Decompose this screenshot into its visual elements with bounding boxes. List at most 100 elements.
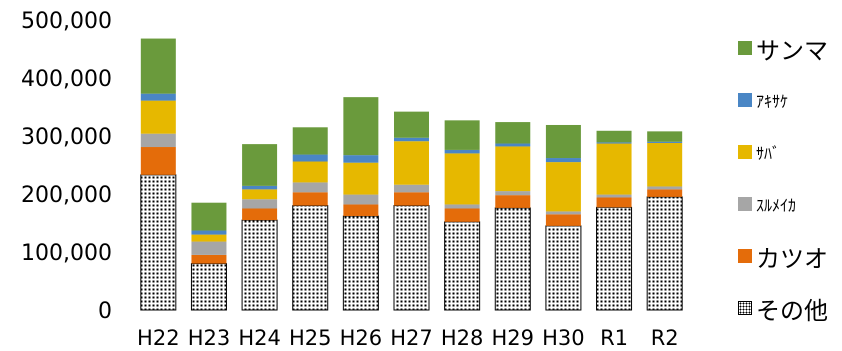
bar-segment [444, 204, 480, 209]
legend-label: サンマ [756, 36, 828, 65]
x-tick-label: R1 [600, 326, 628, 350]
bar-segment [444, 221, 481, 311]
bar-segment [394, 141, 429, 185]
bar-segment [596, 194, 632, 198]
bar-segment [190, 263, 227, 311]
bar-segment [242, 199, 278, 209]
bar-segment [292, 161, 328, 183]
bar-segment [596, 143, 632, 195]
bar-segment [444, 153, 480, 205]
bar-segment [495, 146, 531, 192]
bar-segment [394, 137, 429, 142]
bar-segment [545, 225, 582, 311]
bar-segment [444, 120, 480, 150]
legend-item: サンマ [738, 22, 828, 74]
bar-segment [343, 204, 379, 217]
bar-segment [242, 144, 278, 186]
bar-segment [494, 207, 531, 311]
bar-segment [545, 124, 581, 159]
legend-label: その他 [756, 296, 828, 325]
bar-segment [241, 219, 278, 311]
bar-segment [647, 142, 683, 187]
bars [140, 38, 683, 311]
legend-label: ｱｷｻｹ [756, 92, 789, 111]
x-tick-label: H25 [289, 326, 332, 350]
y-tick-label: 200,000 [21, 183, 112, 208]
x-tick-label: H22 [137, 326, 180, 350]
bar-segment [191, 202, 227, 231]
legend-label: ｽﾙﾒｲｶ [756, 196, 797, 215]
legend-swatch [738, 249, 752, 263]
bar-segment [647, 189, 683, 197]
legend-swatch [738, 145, 752, 159]
bar-segment [292, 127, 328, 155]
bar-segment [140, 93, 176, 101]
bar-segment [596, 206, 633, 311]
bar-segment [394, 111, 429, 138]
bar-segment [545, 214, 581, 226]
bar-segment [191, 254, 227, 264]
bar-segment [545, 158, 581, 163]
bar-segment [596, 142, 632, 144]
bar-segment [140, 147, 176, 175]
x-tick-label: H27 [390, 326, 433, 350]
bar-segment [394, 192, 429, 206]
bar-segment [646, 196, 683, 311]
bar-segment [647, 131, 683, 142]
bar-segment [343, 194, 379, 205]
legend-swatch [738, 41, 752, 55]
legend-item: ｽﾙﾒｲｶ [738, 178, 828, 230]
legend-label: カツオ [756, 244, 828, 273]
bar-segment [393, 205, 430, 311]
bar-segment [343, 97, 379, 156]
legend-item: ｱｷｻｹ [738, 74, 828, 126]
y-axis-ticks: 0 100,000 200,000 300,000 400,000 500,000 [21, 9, 112, 324]
bar-segment [444, 149, 480, 154]
legend-swatch [738, 93, 752, 107]
bar-segment [495, 143, 531, 147]
legend-label: ｻﾊﾞ [756, 144, 781, 163]
x-tick-label: H28 [441, 326, 484, 350]
legend-item: その他 [738, 282, 828, 334]
bar-segment [342, 215, 379, 311]
bar-segment [140, 38, 176, 94]
bar-segment [140, 174, 177, 311]
bar-segment [292, 154, 328, 162]
y-tick-label: 100,000 [21, 241, 112, 266]
y-tick-label: 500,000 [21, 9, 112, 34]
bar-segment [191, 241, 227, 255]
bar-segment [647, 186, 683, 190]
bar-segment [292, 205, 329, 311]
x-axis-ticks: H22 H23 H24 H25 H26 H27 H28 H29 H30 R1 R2 [137, 326, 679, 350]
x-tick-label: H24 [238, 326, 281, 350]
legend: サンマ ｱｷｻｹ ｻﾊﾞ ｽﾙﾒｲｶ カツオその他 [738, 22, 828, 334]
x-tick-label: H23 [188, 326, 231, 350]
bar-segment [292, 192, 328, 206]
bar-segment [596, 197, 632, 208]
bar-segment [596, 130, 632, 143]
y-tick-label: 0 [98, 299, 112, 324]
bar-segment [292, 182, 328, 193]
y-tick-label: 300,000 [21, 125, 112, 150]
bar-segment [242, 185, 278, 190]
x-tick-label: H29 [492, 326, 535, 350]
legend-swatch [738, 301, 752, 315]
legend-item: カツオ [738, 230, 828, 282]
bar-segment [394, 184, 429, 193]
x-tick-label: R2 [651, 326, 679, 350]
bar-segment [140, 133, 176, 148]
legend-item: ｻﾊﾞ [738, 126, 828, 178]
legend-swatch [738, 197, 752, 211]
bar-segment [495, 191, 531, 196]
bar-segment [495, 122, 531, 144]
bar-segment [242, 208, 278, 221]
bar-segment [140, 100, 176, 134]
bar-segment [191, 234, 227, 242]
bar-segment [343, 162, 379, 195]
bar-segment [242, 189, 278, 200]
x-tick-label: H26 [340, 326, 383, 350]
bar-segment [545, 162, 581, 212]
bar-segment [191, 230, 227, 235]
bar-segment [495, 195, 531, 208]
